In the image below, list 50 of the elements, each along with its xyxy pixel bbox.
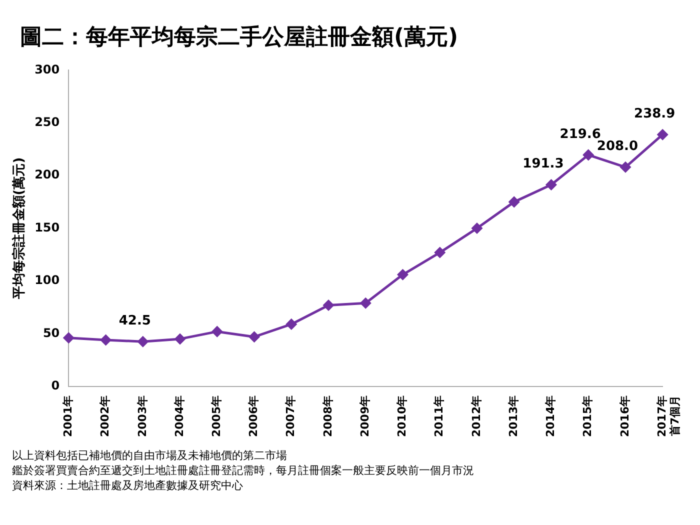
y-axis-title: 平均每宗註冊金額(萬元) [11, 157, 28, 300]
x-tick-label: 2002年 [98, 395, 112, 438]
point [138, 336, 148, 347]
x-tick-label: 2010年 [396, 395, 409, 438]
text: 鑑於簽署買賣合約至遞交到土地註冊處註冊登記需時，每月註冊個案一般主要反映前一個月市況 [12, 463, 475, 478]
y-tick-label: 300 [34, 62, 60, 76]
x-tick-label: 2017年首7個月 [655, 395, 682, 438]
y-tick-label: 200 [34, 168, 60, 182]
point [583, 150, 594, 160]
point [286, 318, 297, 330]
x-tick-label: 2012年 [470, 395, 483, 438]
y-tick-label: 150 [34, 220, 60, 234]
y-tick-label: 100 [34, 273, 60, 288]
x-tick-label: 2004年 [172, 395, 186, 438]
data-label: 42.5 [118, 313, 151, 328]
x-tick-label: 2003年 [136, 395, 149, 438]
point [360, 298, 371, 308]
y-tick-label: 50 [42, 326, 60, 340]
point [546, 180, 556, 190]
point [174, 334, 186, 344]
x-tick-label: 2006年 [247, 395, 260, 438]
x-tick-label: 2007年 [284, 395, 298, 438]
y-tick-label: 250 [34, 115, 60, 130]
data-label: 191.3 [522, 156, 564, 172]
x-tick-label: 2001年 [62, 395, 75, 438]
point [620, 162, 631, 172]
point [100, 334, 112, 346]
point [434, 247, 446, 258]
point [508, 196, 520, 208]
point [212, 326, 222, 337]
chart-title: 圖二：每年平均每宗二手公屋註冊金額(萬元) [19, 24, 460, 52]
text: 以上資料包括已補地價的自由市場及未補地價的第二市場 [12, 448, 288, 463]
point [249, 332, 260, 342]
point [63, 332, 74, 344]
x-tick-label: 2008年 [321, 395, 334, 438]
source-note: 資料來源：土地註冊處及房地產數據及研究中心 [12, 478, 244, 493]
point [472, 223, 482, 234]
data-label: 208.0 [596, 139, 638, 154]
y-tick-label: 0 [51, 378, 60, 393]
x-tick-label: 2009年 [358, 395, 372, 438]
point [397, 269, 408, 280]
x-tick-label: 2015年 [581, 395, 594, 438]
point [323, 300, 334, 310]
x-tick-label: 2013年 [506, 395, 520, 438]
data-label: 238.9 [634, 106, 676, 122]
point [657, 129, 668, 140]
x-tick-label: 2014年 [544, 395, 558, 438]
x-tick-label: 2005年 [210, 395, 223, 438]
x-tick-label: 2011年 [432, 395, 446, 438]
x-tick-label: 2016年 [618, 395, 632, 438]
